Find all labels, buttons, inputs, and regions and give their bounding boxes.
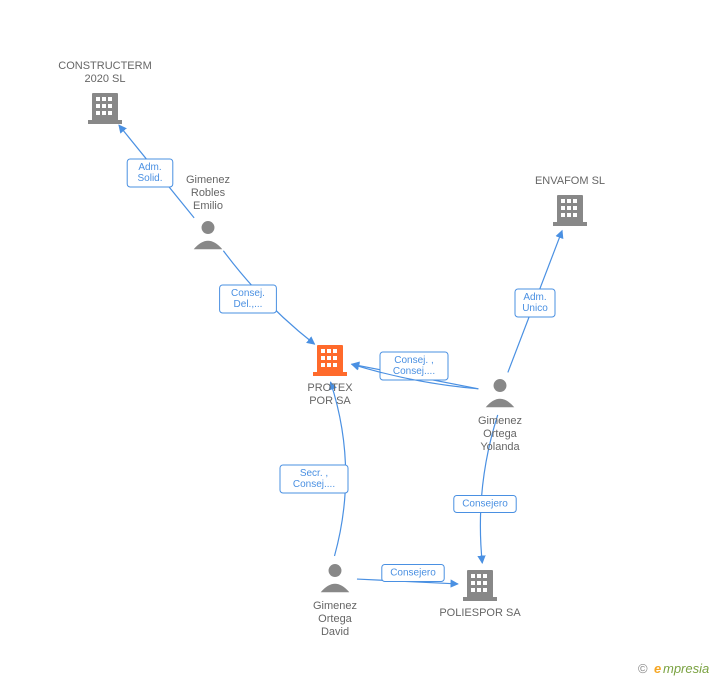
- edge: Consejero: [357, 565, 458, 584]
- person-node[interactable]: GimenezOrtegaDavid: [313, 564, 357, 638]
- brand-e: e: [654, 661, 661, 676]
- edge-label: Solid.: [137, 173, 162, 184]
- node-label: Emilio: [193, 200, 223, 212]
- company-node[interactable]: PROTEXPOR SA: [307, 345, 353, 407]
- edge-label: Del.,...: [234, 299, 263, 310]
- edge-label: Consej....: [393, 366, 435, 377]
- person-node[interactable]: GimenezOrtegaYolanda: [478, 379, 522, 453]
- node-label: ENVAFOM SL: [535, 175, 605, 187]
- edge-label: Adm.: [523, 292, 546, 303]
- node-label: Ortega: [483, 428, 518, 440]
- credit: © empresia: [638, 661, 709, 676]
- edge: Consej.Del.,...: [220, 251, 315, 345]
- edge: Consej. ,Consej....: [352, 352, 479, 389]
- edge-label: Consejero: [462, 499, 508, 510]
- node-label: POR SA: [309, 395, 351, 407]
- copyright-symbol: ©: [638, 661, 648, 676]
- brand-rest: mpresia: [663, 661, 709, 676]
- edge-label: Unico: [522, 303, 548, 314]
- node-label: Gimenez: [313, 600, 357, 612]
- company-node[interactable]: CONSTRUCTERM2020 SL: [58, 60, 152, 124]
- node-label: POLIESPOR SA: [439, 607, 521, 619]
- company-node[interactable]: ENVAFOM SL: [535, 175, 605, 226]
- edge-label: Secr. ,: [300, 468, 328, 479]
- edge: Adm.Solid.: [119, 125, 194, 218]
- edge-label: Consej....: [293, 479, 335, 490]
- node-label: Gimenez: [478, 415, 522, 427]
- node-label: David: [321, 626, 349, 638]
- node-label: Robles: [191, 187, 226, 199]
- edge-label: Consejero: [390, 568, 436, 579]
- edge-label: Consej.: [231, 288, 265, 299]
- company-node[interactable]: POLIESPOR SA: [439, 570, 521, 619]
- edge: Adm.Unico: [508, 231, 562, 373]
- node-label: Gimenez: [186, 174, 230, 186]
- person-node[interactable]: GimenezRoblesEmilio: [186, 174, 230, 249]
- edge-label: Consej. ,: [394, 355, 433, 366]
- node-label: Yolanda: [480, 441, 520, 453]
- node-label: PROTEX: [307, 382, 353, 394]
- edge-label: Adm.: [138, 162, 161, 173]
- node-label: Ortega: [318, 613, 353, 625]
- node-label: 2020 SL: [85, 73, 126, 85]
- edge: Secr. ,Consej....: [280, 382, 348, 556]
- node-label: CONSTRUCTERM: [58, 60, 152, 72]
